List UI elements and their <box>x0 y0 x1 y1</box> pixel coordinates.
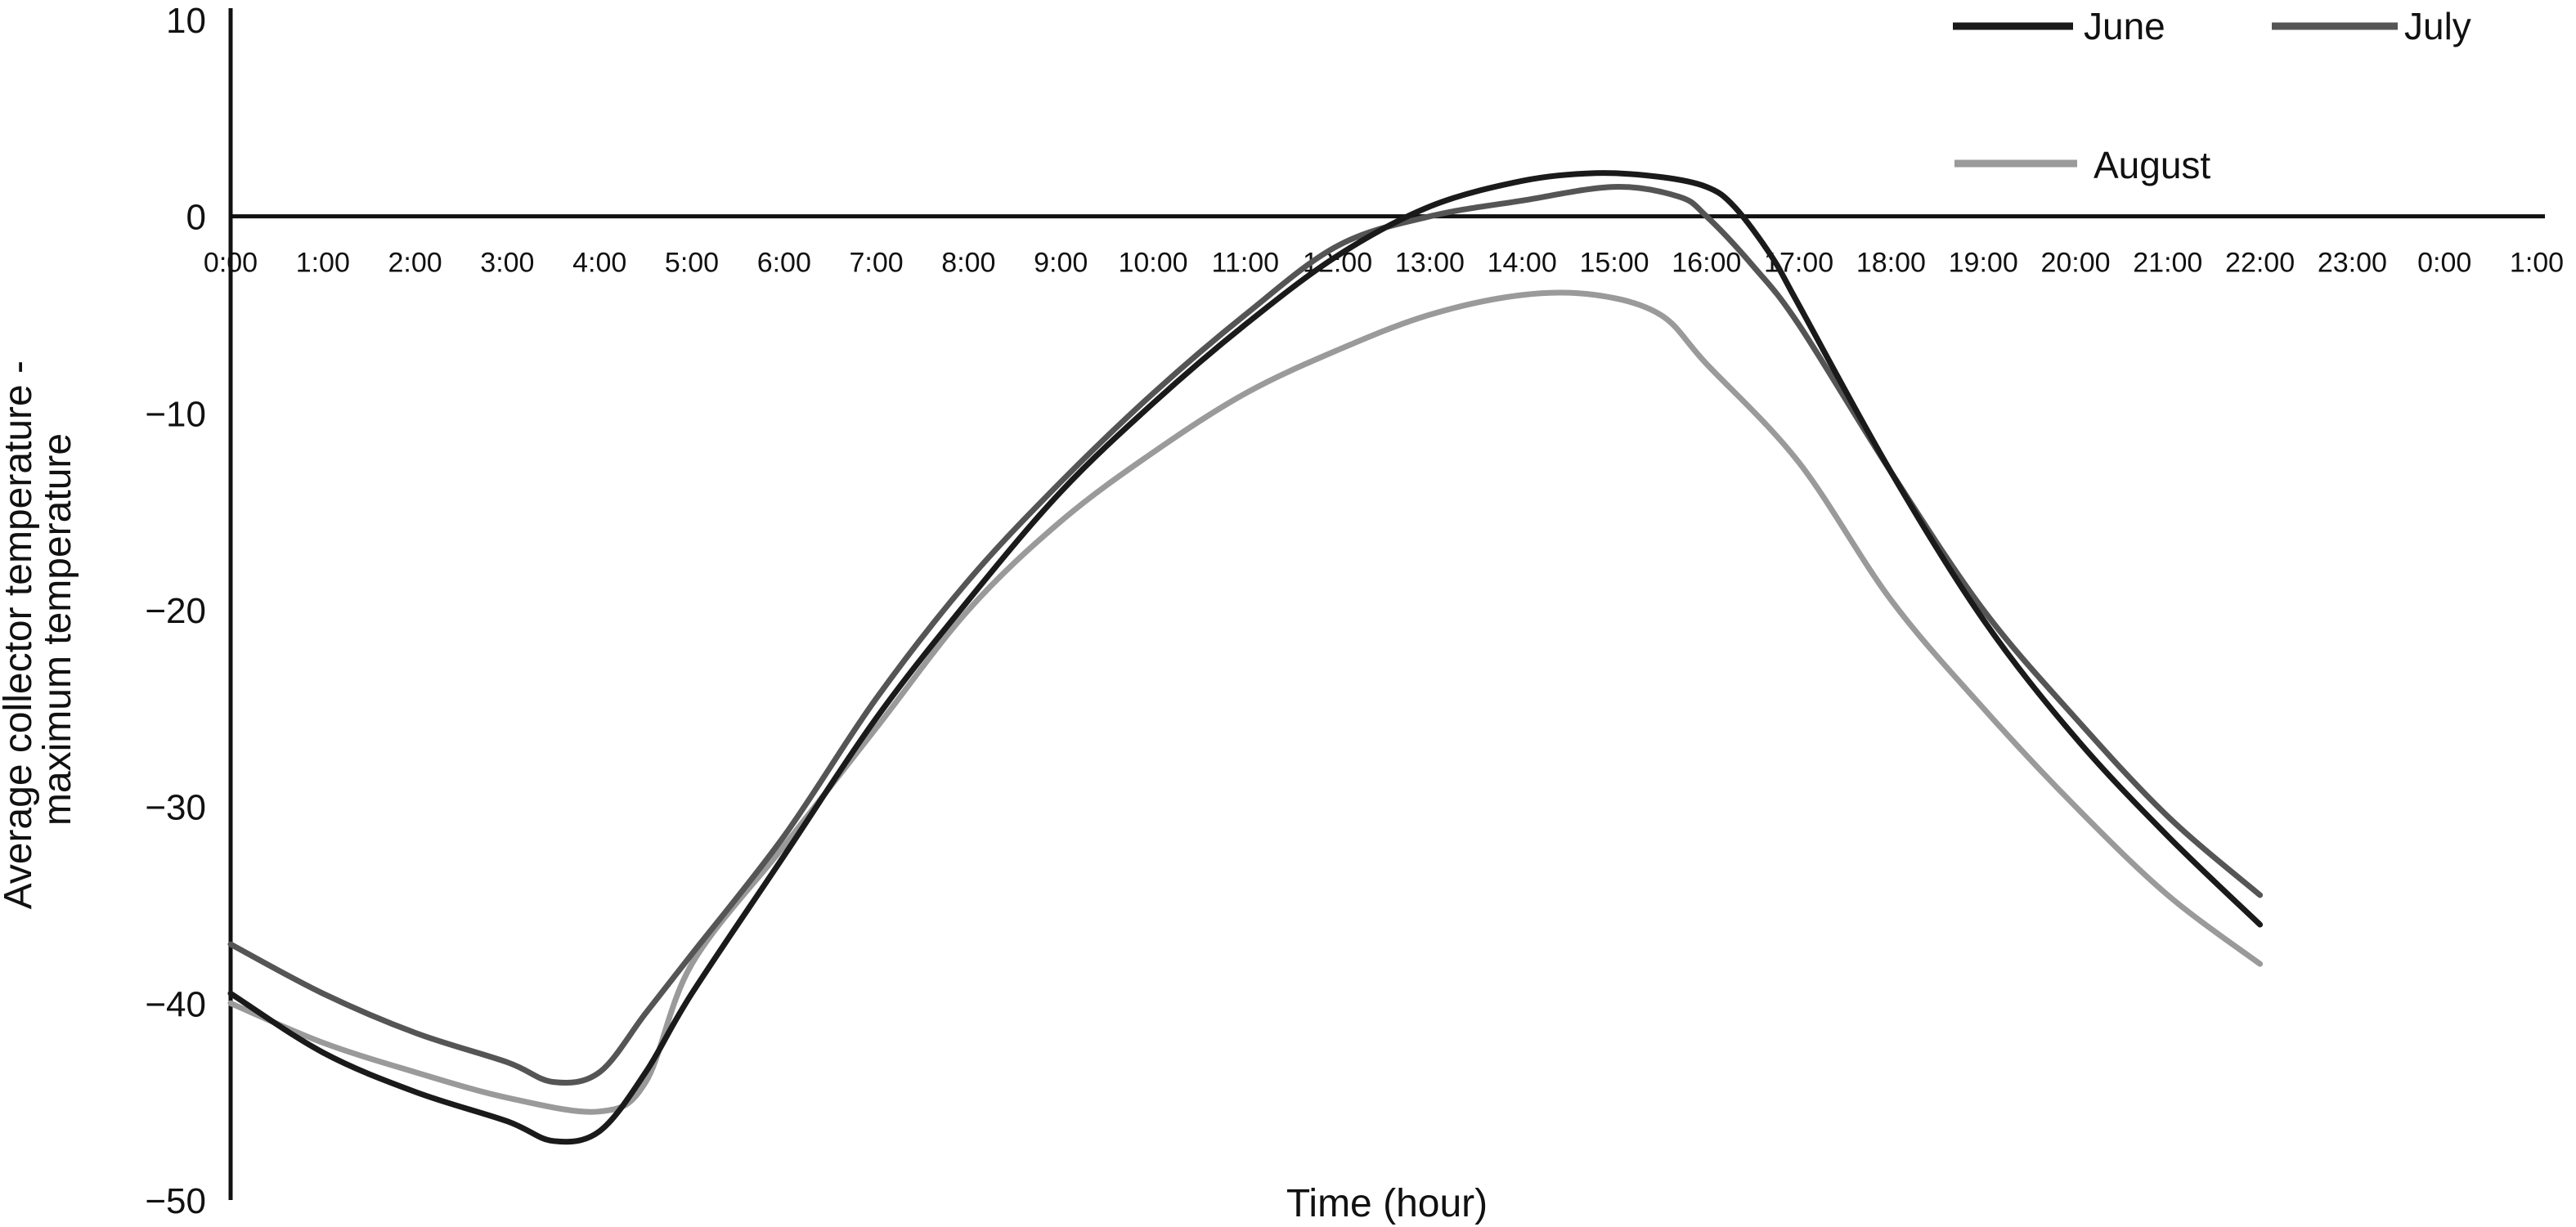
y-tick-label: −20 <box>145 591 206 631</box>
x-tick-label: 19:00 <box>1949 248 2018 279</box>
y-tick-label: −40 <box>145 984 206 1024</box>
y-tick-label: 10 <box>166 1 206 41</box>
y-axis-title-line-2: maximum temperature <box>36 433 79 826</box>
y-tick-label: −50 <box>145 1181 206 1221</box>
x-tick-label: 21:00 <box>2133 248 2202 279</box>
x-tick-labels: 0:00 1:00 2:00 3:00 4:00 5:00 6:00 7:00 8:00 9:00… <box>204 248 2564 279</box>
x-tick-label: 1:00 <box>296 248 350 279</box>
x-tick-label: 18:00 <box>1856 248 1926 279</box>
x-tick-label: 23:00 <box>2318 248 2387 279</box>
legend-label-august: August <box>2094 144 2210 186</box>
x-tick-label: 16:00 <box>1672 248 1741 279</box>
y-axis-title: Average collector temperature - maximum … <box>0 350 79 910</box>
x-tick-label: 2:00 <box>388 248 442 279</box>
y-tick-label: −30 <box>145 788 206 828</box>
y-tick-labels: 10 0 −10 −20 −30 −40 −50 <box>145 1 206 1221</box>
x-tick-label: 10:00 <box>1118 248 1187 279</box>
axes <box>228 8 2545 1200</box>
x-tick-label: 14:00 <box>1488 248 1557 279</box>
x-tick-label: 11:00 <box>1212 248 1280 279</box>
x-tick-label: 15:00 <box>1579 248 1649 279</box>
x-tick-label: 4:00 <box>572 248 626 279</box>
series-line-august <box>227 289 2264 1115</box>
legend-label-june: June <box>2084 5 2165 47</box>
x-tick-label: 5:00 <box>665 248 719 279</box>
x-tick-label: 20:00 <box>2040 248 2110 279</box>
series-lines <box>227 170 2264 1145</box>
x-tick-label: 22:00 <box>2225 248 2295 279</box>
y-tick-label: −10 <box>145 394 206 434</box>
x-tick-label: 7:00 <box>850 248 904 279</box>
x-tick-label: 1:00 <box>2510 248 2564 279</box>
x-tick-label: 6:00 <box>757 248 811 279</box>
legend-label-july: July <box>2404 5 2471 47</box>
y-axis-title-line-1: Average collector temperature - <box>0 360 40 909</box>
series-line-june <box>227 170 2264 1145</box>
x-tick-label: 0:00 <box>2417 248 2471 279</box>
x-tick-label: 13:00 <box>1395 248 1465 279</box>
x-tick-label: 9:00 <box>1034 248 1088 279</box>
y-tick-label: 0 <box>186 198 206 238</box>
x-axis-title: Time (hour) <box>1286 1182 1488 1225</box>
x-tick-label: 8:00 <box>941 248 995 279</box>
x-tick-label: 3:00 <box>480 248 534 279</box>
x-tick-label: 0:00 <box>204 248 258 279</box>
legend: June July August <box>1953 5 2471 186</box>
